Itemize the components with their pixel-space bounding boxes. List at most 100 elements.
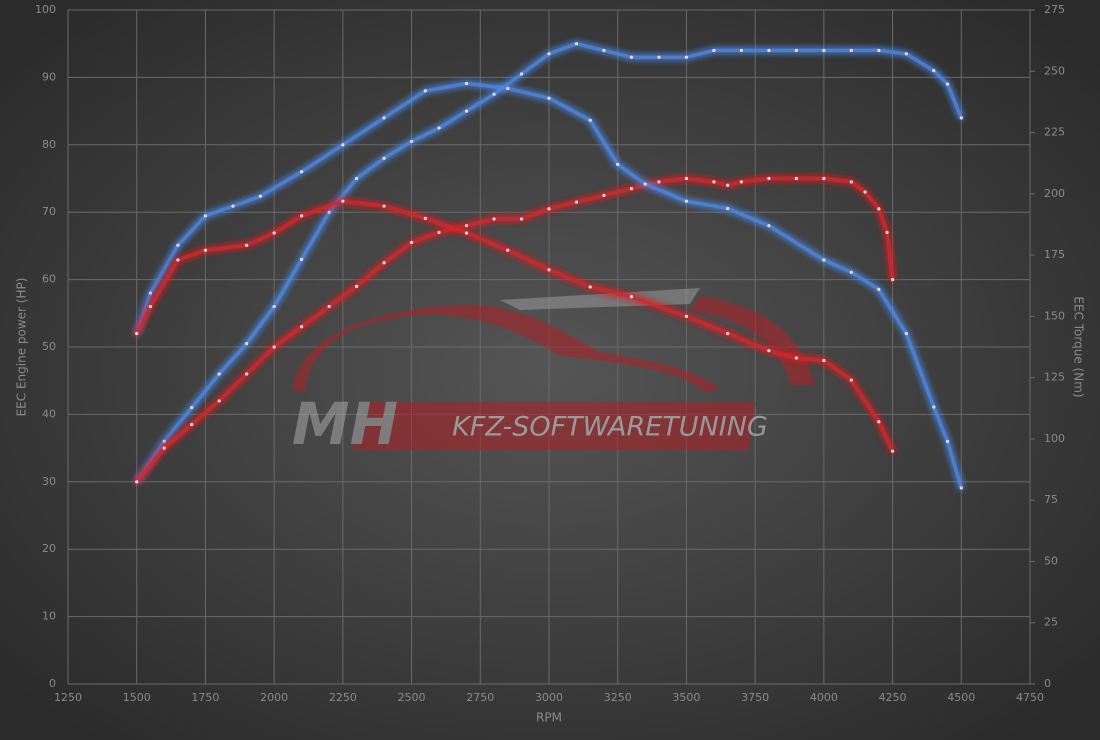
data-point <box>794 48 798 53</box>
data-point <box>890 449 895 453</box>
data-point <box>203 214 208 218</box>
x-tick-label: 2250 <box>329 691 357 704</box>
data-point <box>932 405 936 409</box>
x-tick-label: 4000 <box>810 691 838 704</box>
data-point <box>547 268 551 272</box>
data-point <box>767 224 771 228</box>
data-point <box>203 248 208 252</box>
x-tick-label: 4500 <box>947 691 975 704</box>
y2-tick-label: 100 <box>1044 432 1065 445</box>
data-point <box>588 285 592 289</box>
data-point <box>492 217 496 221</box>
data-point <box>657 55 661 59</box>
data-point <box>272 345 276 349</box>
data-point <box>190 422 194 427</box>
data-point <box>464 109 469 113</box>
y2-axis-title: EEC Torque (Nm) <box>1072 296 1086 397</box>
data-point <box>712 180 716 184</box>
data-point <box>574 42 579 46</box>
y2-tick-label: 175 <box>1044 248 1065 261</box>
data-point <box>684 176 689 181</box>
y-axis-title: EEC Engine power (HP) <box>15 278 29 417</box>
y-tick-label: 0 <box>49 677 56 690</box>
x-tick-label: 3750 <box>741 691 769 704</box>
data-point <box>877 420 881 424</box>
data-point <box>877 287 881 292</box>
data-point <box>464 81 469 86</box>
grid <box>67 9 1035 685</box>
data-point <box>162 446 166 450</box>
data-point <box>464 231 469 235</box>
data-point <box>767 349 771 353</box>
data-point <box>794 356 798 360</box>
data-point <box>588 118 592 122</box>
watermark-logo: MH KFZ-SOFTWARETUNING <box>292 288 815 458</box>
data-point <box>959 486 963 490</box>
x-tick-label: 1250 <box>54 691 82 704</box>
y2-tick-label: 200 <box>1044 187 1065 200</box>
y-tick-label: 70 <box>42 205 56 218</box>
data-point <box>574 200 579 204</box>
data-point <box>849 378 853 382</box>
data-point <box>739 48 744 53</box>
series-line <box>134 176 895 484</box>
x-tick-label: 1750 <box>191 691 219 704</box>
data-point <box>272 304 276 309</box>
data-point <box>616 162 620 167</box>
y2-tick-label: 125 <box>1044 371 1065 384</box>
y2-tick-label: 225 <box>1044 126 1065 139</box>
data-point <box>726 206 730 211</box>
data-point <box>341 143 345 147</box>
data-point <box>890 278 895 282</box>
data-point <box>162 439 166 443</box>
data-point <box>822 258 826 262</box>
data-point <box>423 216 427 220</box>
logo-car <box>292 304 720 392</box>
data-point <box>190 406 194 410</box>
data-point <box>547 52 551 56</box>
x-tick-label: 1500 <box>123 691 151 704</box>
x-tick-label: 2000 <box>260 691 288 704</box>
data-point <box>945 82 950 86</box>
data-point <box>135 480 139 484</box>
data-point <box>519 72 524 76</box>
x-axis-title: RPM <box>536 711 562 725</box>
data-point <box>355 284 359 288</box>
data-point <box>629 295 634 299</box>
data-point <box>327 210 331 214</box>
y2-tick-label: 275 <box>1044 3 1065 16</box>
data-point <box>904 331 908 336</box>
data-point <box>409 240 414 245</box>
logo-banner <box>352 402 756 450</box>
data-point <box>300 257 304 261</box>
data-point <box>794 176 798 181</box>
data-point <box>382 261 386 265</box>
watermark-text: KFZ-SOFTWARETUNING <box>452 412 768 443</box>
y-tick-label: 30 <box>42 475 56 488</box>
x-tick-label: 4750 <box>1016 691 1044 704</box>
data-point <box>602 193 606 197</box>
data-point <box>245 342 249 346</box>
data-point <box>739 180 744 184</box>
data-point <box>959 116 963 120</box>
data-point <box>217 372 221 376</box>
data-point <box>684 314 689 318</box>
data-point <box>245 243 249 247</box>
plot-area <box>134 41 964 490</box>
data-point <box>863 190 867 194</box>
y-tick-label: 90 <box>42 70 56 83</box>
y2-tick-label: 0 <box>1044 677 1051 690</box>
data-point <box>148 304 153 309</box>
data-point <box>822 358 826 363</box>
data-point <box>355 176 359 181</box>
data-point <box>382 204 386 208</box>
x-tick-label: 3500 <box>672 691 700 704</box>
data-point <box>822 48 826 53</box>
data-point <box>712 48 716 53</box>
data-point <box>519 217 524 221</box>
data-point <box>464 224 469 228</box>
data-point <box>409 139 414 144</box>
data-point <box>945 439 950 443</box>
